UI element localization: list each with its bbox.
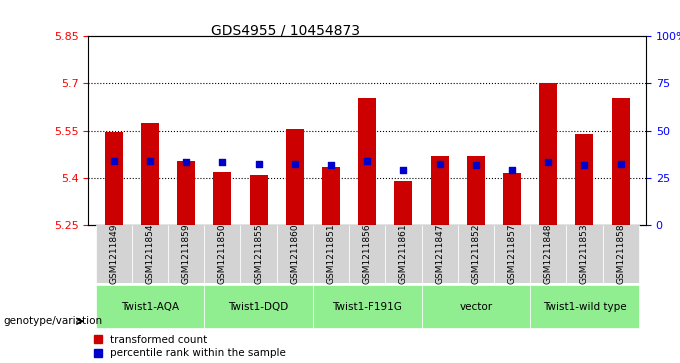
Bar — [422, 285, 530, 328]
Point — [326, 162, 337, 168]
Point — [362, 158, 373, 163]
Bar — [286, 129, 304, 225]
Point — [507, 167, 517, 173]
Bar — [105, 132, 123, 225]
Text: GSM1211853: GSM1211853 — [580, 224, 589, 285]
Bar — [503, 173, 521, 225]
Bar — [313, 225, 349, 283]
Text: Twist1-AQA: Twist1-AQA — [121, 302, 179, 312]
Bar — [602, 225, 639, 283]
Bar — [566, 225, 602, 283]
Bar — [358, 98, 376, 225]
Bar — [96, 225, 132, 283]
Bar — [177, 160, 195, 225]
Bar — [204, 225, 241, 283]
Bar — [250, 175, 268, 225]
Text: GSM1211861: GSM1211861 — [399, 224, 408, 285]
Bar — [277, 225, 313, 283]
Text: GSM1211858: GSM1211858 — [616, 224, 625, 285]
Point — [398, 167, 409, 173]
Point — [253, 161, 264, 167]
Point — [217, 159, 228, 165]
Bar — [430, 156, 449, 225]
Text: GSM1211855: GSM1211855 — [254, 224, 263, 285]
Bar — [458, 225, 494, 283]
Legend: transformed count, percentile rank within the sample: transformed count, percentile rank withi… — [94, 335, 286, 358]
Point — [471, 162, 481, 168]
Bar — [530, 225, 566, 283]
Point — [108, 158, 119, 163]
Bar — [214, 172, 231, 225]
Point — [145, 158, 156, 163]
Text: Twist1-F191G: Twist1-F191G — [333, 302, 402, 312]
Text: GSM1211849: GSM1211849 — [109, 224, 118, 284]
Point — [290, 161, 301, 167]
Bar — [349, 225, 386, 283]
Bar — [530, 285, 639, 328]
Text: GSM1211860: GSM1211860 — [290, 224, 299, 285]
Bar — [141, 123, 159, 225]
Text: genotype/variation: genotype/variation — [3, 316, 103, 326]
Bar — [539, 83, 558, 225]
Bar — [132, 225, 168, 283]
Point — [181, 159, 192, 165]
Bar — [322, 167, 340, 225]
Text: GSM1211852: GSM1211852 — [471, 224, 480, 284]
Bar — [494, 225, 530, 283]
Text: Twist1-wild type: Twist1-wild type — [543, 302, 626, 312]
Bar — [394, 181, 413, 225]
Bar — [204, 285, 313, 328]
Text: GSM1211857: GSM1211857 — [507, 224, 517, 285]
Bar — [241, 225, 277, 283]
Bar — [313, 285, 422, 328]
Bar — [386, 225, 422, 283]
Bar — [96, 285, 204, 328]
Text: GSM1211851: GSM1211851 — [326, 224, 335, 285]
Text: Twist1-DQD: Twist1-DQD — [228, 302, 289, 312]
Bar — [168, 225, 204, 283]
Bar — [575, 134, 594, 225]
Text: GSM1211856: GSM1211856 — [362, 224, 372, 285]
Text: GSM1211854: GSM1211854 — [146, 224, 154, 284]
Bar — [611, 98, 630, 225]
Text: GSM1211847: GSM1211847 — [435, 224, 444, 284]
Point — [615, 161, 626, 167]
Text: GDS4955 / 10454873: GDS4955 / 10454873 — [211, 24, 360, 38]
Text: vector: vector — [459, 302, 492, 312]
Bar — [466, 156, 485, 225]
Bar — [422, 225, 458, 283]
Text: GSM1211850: GSM1211850 — [218, 224, 227, 285]
Text: GSM1211848: GSM1211848 — [544, 224, 553, 284]
Text: GSM1211859: GSM1211859 — [182, 224, 190, 285]
Point — [434, 161, 445, 167]
Point — [543, 159, 554, 165]
Point — [579, 162, 590, 168]
